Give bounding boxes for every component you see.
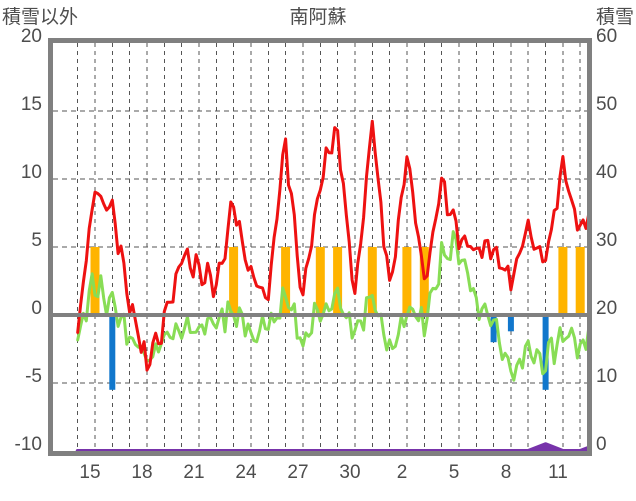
x-axis-tick-30: 30 [339, 462, 361, 483]
y-axis-left-tick-20: 20 [20, 26, 42, 47]
y-axis-right-tick-40: 40 [596, 162, 618, 183]
x-axis-tick-27: 27 [287, 462, 309, 483]
y-axis-right-tick-20: 20 [596, 298, 618, 319]
y-axis-left-tick-m5: -5 [25, 366, 42, 387]
y-axis-right-tick-30: 30 [596, 230, 618, 251]
left-axis-title: 積雪以外 [2, 7, 79, 28]
x-axis-tick-2: 2 [396, 462, 408, 483]
y-axis-left-tick-15: 15 [20, 94, 42, 115]
chart-title: 南阿蘇 [289, 7, 347, 28]
chart-svg [53, 43, 587, 451]
plot-inner [53, 43, 587, 451]
y-axis-left-tick-m10: -10 [14, 434, 42, 455]
x-axis-tick-11: 11 [548, 462, 568, 483]
y-axis-left-tick-0: 0 [31, 298, 42, 319]
x-axis-tick-18: 18 [131, 462, 153, 483]
y-axis-right-tick-10: 10 [596, 366, 618, 387]
y-axis-left-tick-5: 5 [31, 230, 42, 251]
y-axis-right-tick-50: 50 [596, 94, 618, 115]
x-axis-tick-24: 24 [235, 462, 257, 483]
right-axis-title: 積雪 [595, 7, 634, 28]
x-axis-tick-21: 21 [183, 462, 205, 483]
x-axis-tick-8: 8 [500, 462, 512, 483]
x-axis-tick-5: 5 [448, 462, 460, 483]
y-axis-left-tick-10: 10 [20, 162, 42, 183]
y-axis-right-tick-0: 0 [596, 434, 607, 455]
y-axis-right-tick-60: 60 [596, 26, 618, 47]
x-axis-tick-15: 15 [79, 462, 101, 483]
plot-area [48, 38, 592, 456]
